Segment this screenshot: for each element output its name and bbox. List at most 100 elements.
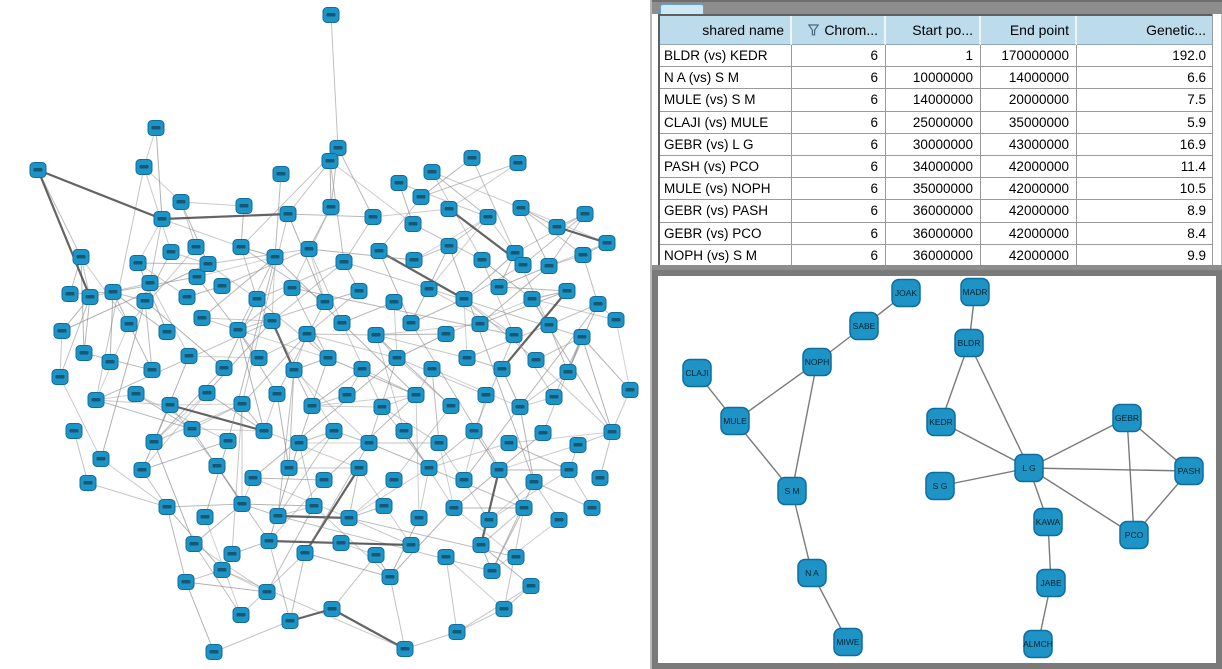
graph-node[interactable] bbox=[205, 644, 223, 660]
graph-node[interactable] bbox=[322, 199, 340, 215]
table-cell[interactable]: PASH (vs) PCO bbox=[660, 155, 792, 179]
graph-node[interactable] bbox=[490, 462, 508, 478]
graph-node[interactable] bbox=[232, 239, 250, 255]
graph-node[interactable] bbox=[233, 496, 251, 512]
graph-node[interactable] bbox=[477, 387, 495, 403]
graph-node[interactable] bbox=[495, 601, 513, 617]
graph-node[interactable] bbox=[412, 189, 430, 205]
table-cell[interactable]: 192.0 bbox=[1077, 45, 1214, 68]
table-cell[interactable]: 6 bbox=[792, 244, 886, 267]
graph-node[interactable] bbox=[540, 258, 558, 274]
graph-node[interactable] bbox=[298, 326, 316, 342]
table-cell[interactable]: 36000000 bbox=[886, 200, 981, 223]
graph-node[interactable] bbox=[437, 326, 455, 342]
graph-node[interactable] bbox=[180, 348, 198, 364]
graph-node[interactable] bbox=[143, 362, 161, 378]
graph-node[interactable] bbox=[127, 386, 145, 402]
table-cell[interactable]: 35000000 bbox=[886, 178, 981, 201]
graph-node[interactable] bbox=[483, 563, 501, 579]
graph-node[interactable] bbox=[388, 350, 406, 366]
graph-node[interactable] bbox=[512, 200, 530, 216]
graph-node[interactable] bbox=[129, 255, 147, 271]
table-cell[interactable]: GEBR (vs) PCO bbox=[660, 222, 792, 245]
subnetwork-view[interactable]: JOAK SABE NOPH CLAJI MULE S M N A MIWE MADR BLDR K… bbox=[652, 270, 1222, 669]
graph-node[interactable] bbox=[79, 475, 97, 491]
table-scrollbar-track[interactable] bbox=[1212, 14, 1222, 265]
table-cell[interactable]: 5.9 bbox=[1077, 111, 1214, 134]
table-cell[interactable]: 6 bbox=[792, 67, 886, 90]
graph-node[interactable] bbox=[321, 153, 339, 169]
graph-node-noph[interactable]: NOPH bbox=[802, 347, 832, 377]
graph-node[interactable] bbox=[490, 279, 508, 295]
table-cell[interactable]: NOPH (vs) S M bbox=[660, 244, 792, 267]
table-cell[interactable]: 14000000 bbox=[886, 89, 981, 112]
table-cell[interactable]: 7.5 bbox=[1077, 89, 1214, 112]
table-row[interactable]: MULE (vs) S M 6 14000000 20000000 7.5 bbox=[660, 89, 1214, 112]
graph-node[interactable] bbox=[145, 434, 163, 450]
table-cell[interactable]: 42000000 bbox=[981, 155, 1077, 179]
graph-node[interactable] bbox=[500, 435, 518, 451]
graph-node[interactable] bbox=[196, 509, 214, 525]
graph-node[interactable] bbox=[514, 257, 532, 273]
graph-node[interactable] bbox=[133, 462, 151, 478]
graph-node[interactable] bbox=[509, 155, 527, 171]
graph-node[interactable] bbox=[193, 310, 211, 326]
graph-node-pco[interactable]: PCO bbox=[1119, 520, 1149, 550]
table-row[interactable]: N A (vs) S M 6 10000000 14000000 6.6 bbox=[660, 67, 1214, 90]
graph-node-joak[interactable]: JOAK bbox=[891, 278, 921, 308]
graph-node-pash[interactable]: PASH bbox=[1174, 456, 1204, 486]
graph-node[interactable] bbox=[158, 324, 176, 340]
graph-node[interactable] bbox=[420, 281, 438, 297]
graph-node[interactable] bbox=[505, 327, 523, 343]
graph-node[interactable] bbox=[381, 569, 399, 585]
table-cell[interactable]: MULE (vs) S M bbox=[660, 89, 792, 112]
graph-node[interactable] bbox=[367, 327, 385, 343]
graph-node[interactable] bbox=[463, 150, 481, 166]
graph-node-claji[interactable]: CLAJI bbox=[682, 358, 712, 388]
graph-node[interactable] bbox=[471, 316, 489, 332]
table-cell[interactable]: 14000000 bbox=[981, 67, 1077, 90]
graph-node[interactable] bbox=[407, 387, 425, 403]
graph-node[interactable] bbox=[248, 291, 266, 307]
graph-node[interactable] bbox=[219, 433, 237, 449]
graph-node-s-g[interactable]: S G bbox=[925, 471, 955, 501]
table-cell[interactable]: 43000000 bbox=[981, 133, 1077, 156]
graph-node[interactable] bbox=[375, 498, 393, 514]
graph-node[interactable] bbox=[458, 350, 476, 366]
graph-node[interactable] bbox=[515, 500, 533, 516]
graph-node[interactable] bbox=[185, 536, 203, 552]
graph-node[interactable] bbox=[232, 607, 250, 623]
graph-node[interactable] bbox=[300, 241, 318, 257]
table-cell[interactable]: 6 bbox=[792, 200, 886, 223]
graph-node[interactable] bbox=[353, 361, 371, 377]
graph-node[interactable] bbox=[338, 387, 356, 403]
graph-node[interactable] bbox=[395, 423, 413, 439]
graph-node[interactable] bbox=[589, 296, 607, 312]
graph-node[interactable] bbox=[162, 244, 180, 260]
graph-node[interactable] bbox=[233, 396, 251, 412]
graph-node[interactable] bbox=[506, 245, 524, 261]
graph-node-l-g[interactable]: L G bbox=[1014, 453, 1044, 483]
table-cell[interactable]: 170000000 bbox=[981, 45, 1077, 68]
graph-node[interactable] bbox=[260, 533, 278, 549]
table-row[interactable]: MULE (vs) NOPH 6 35000000 42000000 10.5 bbox=[660, 178, 1214, 201]
graph-node[interactable] bbox=[522, 578, 540, 594]
graph-node[interactable] bbox=[316, 294, 334, 310]
table-cell[interactable]: 42000000 bbox=[981, 244, 1077, 267]
graph-node[interactable] bbox=[322, 7, 340, 23]
graph-node[interactable] bbox=[445, 500, 463, 516]
graph-node[interactable] bbox=[250, 350, 268, 366]
table-cell[interactable]: 36000000 bbox=[886, 244, 981, 267]
graph-node[interactable] bbox=[199, 256, 217, 272]
graph-node[interactable] bbox=[198, 385, 216, 401]
graph-node[interactable] bbox=[370, 243, 388, 259]
graph-node[interactable] bbox=[373, 399, 391, 415]
column-header-chrom[interactable]: Chrom... bbox=[792, 16, 886, 45]
graph-node[interactable] bbox=[440, 238, 458, 254]
graph-node-s-m[interactable]: S M bbox=[777, 476, 807, 506]
graph-node-kawa[interactable]: KAWA bbox=[1033, 507, 1063, 537]
graph-node[interactable] bbox=[315, 472, 333, 488]
left-network-view[interactable] bbox=[0, 0, 650, 669]
table-cell[interactable]: 42000000 bbox=[981, 178, 1077, 201]
graph-node[interactable] bbox=[101, 354, 119, 370]
